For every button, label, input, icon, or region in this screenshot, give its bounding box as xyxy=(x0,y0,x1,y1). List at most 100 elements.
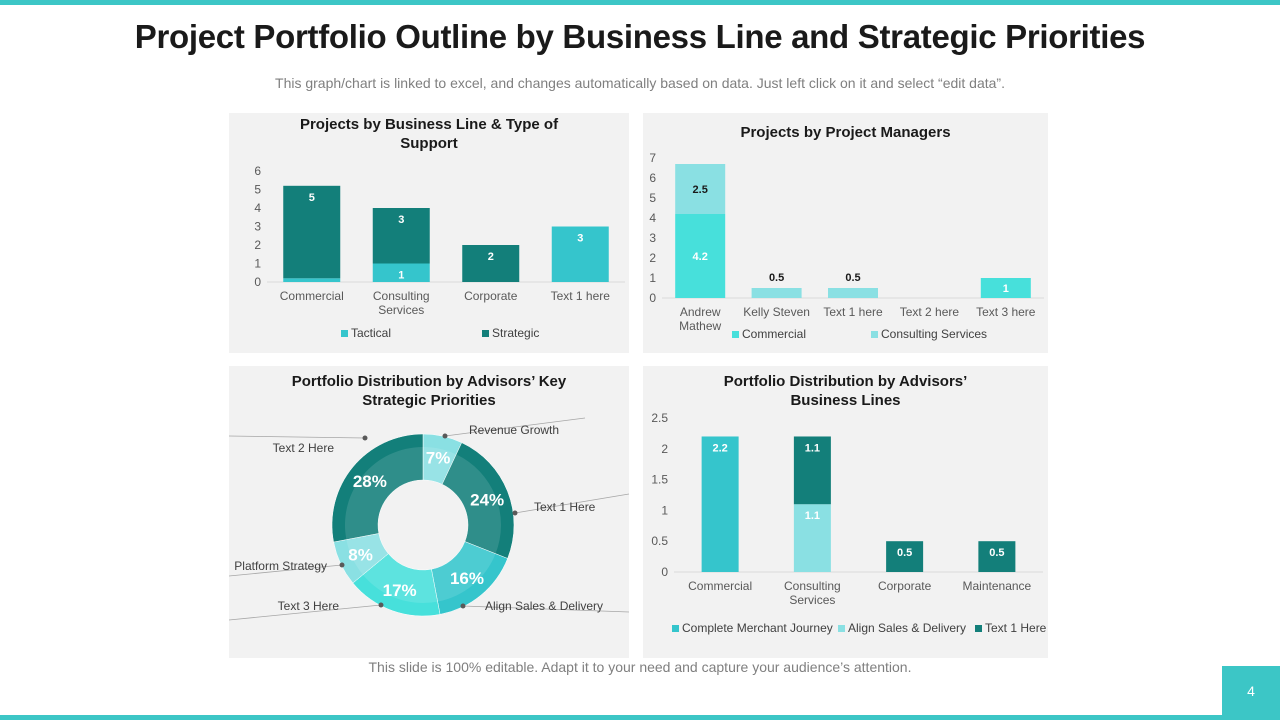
y-tick-label: 7 xyxy=(649,151,656,165)
chart-title-business-line: Projects by Business Line & Type of Supp… xyxy=(299,116,559,152)
bar-consulting-services-text-1-here[interactable] xyxy=(793,436,831,505)
chart-panel-business-line[interactable]: Projects by Business Line & Type of Supp… xyxy=(229,113,629,353)
legend-entry-text-1-here: Text 1 Here xyxy=(985,621,1047,635)
bar-commercial-tactical[interactable] xyxy=(283,278,341,282)
data-label: 1 xyxy=(398,270,404,282)
x-tick-label: Maintenance xyxy=(963,579,1032,593)
x-tick-label: Text 3 here xyxy=(976,305,1036,319)
y-tick-label: 6 xyxy=(254,164,261,178)
y-tick-label: 0 xyxy=(661,565,668,579)
y-tick-label: 1.5 xyxy=(651,473,668,487)
bar-commercial-complete-merchant-journey[interactable] xyxy=(701,436,739,572)
legend-swatch-commercial xyxy=(732,331,739,338)
bottom-accent-bar xyxy=(0,715,1280,720)
x-tick-label: Kelly Steven xyxy=(743,305,810,319)
bar-kelly-steven-consulting-services[interactable] xyxy=(751,288,802,298)
bar-consulting-services-align-sales-delivery[interactable] xyxy=(793,504,831,572)
y-tick-label: 0 xyxy=(649,291,656,305)
y-tick-label: 1 xyxy=(661,503,668,517)
x-tick-label: Consulting xyxy=(373,289,430,303)
x-tick-label: Text 1 here xyxy=(823,305,883,319)
x-tick-label: Mathew xyxy=(679,319,721,333)
bar-consulting-services-strategic[interactable] xyxy=(372,208,430,264)
legend-swatch-complete-merchant-journey xyxy=(672,625,679,632)
legend-entry-consulting-services: Consulting Services xyxy=(881,327,987,341)
data-label: 0.5 xyxy=(845,272,860,284)
y-tick-label: 2 xyxy=(661,442,668,456)
data-label: 1.1 xyxy=(805,442,820,454)
top-accent-bar xyxy=(0,0,1280,5)
x-tick-label: Commercial xyxy=(280,289,344,303)
y-tick-label: 0.5 xyxy=(651,534,668,548)
legend-swatch-strategic xyxy=(482,330,489,337)
y-tick-label: 3 xyxy=(254,220,261,234)
chart-title-key-priorities: Portfolio Distribution by Advisors’ Key … xyxy=(291,373,567,409)
page-number: 4 xyxy=(1222,666,1280,715)
x-tick-label: Commercial xyxy=(688,579,752,593)
data-label: 4.2 xyxy=(693,251,708,263)
bar-andrew-mathew-consulting-services[interactable] xyxy=(675,164,726,214)
data-label: 2.2 xyxy=(712,442,727,454)
slide-subtitle: This graph/chart is linked to excel, and… xyxy=(275,75,1005,91)
bar-maintenance-text-1-here[interactable] xyxy=(978,541,1016,572)
data-label: 1.1 xyxy=(805,510,820,522)
slide-title: Project Portfolio Outline by Business Li… xyxy=(134,18,1146,55)
bar-text-1-here-tactical[interactable] xyxy=(551,226,609,283)
y-tick-label: 3 xyxy=(649,231,656,245)
x-tick-label: Andrew xyxy=(680,305,721,319)
x-tick-label: Services xyxy=(378,303,424,317)
data-label: 5 xyxy=(309,192,315,204)
legend-entry-tactical: Tactical xyxy=(351,326,391,340)
y-tick-label: 0 xyxy=(254,275,261,289)
bar-text-1-here-consulting-services[interactable] xyxy=(828,288,878,298)
x-tick-label: Corporate xyxy=(464,289,518,303)
x-tick-label: Corporate xyxy=(878,579,932,593)
data-label: 0.5 xyxy=(769,272,784,284)
bar-text-3-here-commercial[interactable] xyxy=(980,278,1031,298)
y-tick-label: 4 xyxy=(254,201,261,215)
y-tick-label: 6 xyxy=(649,171,656,185)
x-tick-label: Text 1 here xyxy=(551,289,611,303)
chart-panel-project-managers[interactable]: Projects by Project Managers 0 1 2 3 4 5 6 7 4.2… xyxy=(643,113,1048,353)
y-tick-label: 4 xyxy=(649,211,656,225)
legend-entry-commercial: Commercial xyxy=(742,327,806,341)
y-tick-label: 1 xyxy=(649,271,656,285)
data-label: 1 xyxy=(1003,283,1009,295)
y-tick-label: 2 xyxy=(649,251,656,265)
slide-footer: This slide is 100% editable. Adapt it to… xyxy=(368,659,912,675)
legend-entry-align-sales-delivery: Align Sales & Delivery xyxy=(848,621,966,635)
chart-panel-advisor-business-lines[interactable]: Portfolio Distribution by Advisors’ Busi… xyxy=(643,366,1048,658)
bar-andrew-mathew-commercial[interactable] xyxy=(675,214,726,298)
x-tick-label: Consulting xyxy=(784,579,841,593)
bar-commercial-strategic[interactable] xyxy=(283,185,341,279)
data-label: 0.5 xyxy=(897,547,912,559)
y-tick-label: 5 xyxy=(649,191,656,205)
bar-corporate-text-1-here[interactable] xyxy=(886,541,924,572)
legend-swatch-consulting-services xyxy=(871,331,878,338)
legend-swatch-text-1-here xyxy=(975,625,982,632)
legend-swatch-align-sales-delivery xyxy=(838,625,845,632)
legend-swatch-tactical xyxy=(341,330,348,337)
y-tick-label: 2 xyxy=(254,238,261,252)
legend-entry-strategic: Strategic xyxy=(492,326,539,340)
chart-advisor-business-lines[interactable]: 0 0.5 1 1.5 2 2.5 2.2 Commercial 1.1 1.1 Consultin… xyxy=(643,366,1048,658)
y-tick-label: 2.5 xyxy=(651,411,668,425)
x-tick-label: Services xyxy=(789,593,835,607)
data-label: 2 xyxy=(488,251,494,263)
y-tick-label: 5 xyxy=(254,183,261,197)
chart-title-advisor-business-lines: Portfolio Distribution by Advisors’ Busi… xyxy=(723,373,968,409)
chart-title-project-managers: Projects by Project Managers xyxy=(740,124,951,141)
data-label: 2.5 xyxy=(693,184,708,196)
data-label: 3 xyxy=(398,214,404,226)
legend-entry-complete-merchant-journey: Complete Merchant Journey xyxy=(682,621,833,635)
data-label: 0.5 xyxy=(989,547,1004,559)
chart-panel-key-priorities[interactable]: Portfolio Distribution by Advisors’ Key … xyxy=(229,366,629,658)
bar-consulting-services-tactical[interactable] xyxy=(372,263,430,283)
x-tick-label: Text 2 here xyxy=(900,305,960,319)
bar-corporate-strategic[interactable] xyxy=(462,245,520,282)
data-label: 3 xyxy=(577,233,583,245)
y-tick-label: 1 xyxy=(254,257,261,271)
